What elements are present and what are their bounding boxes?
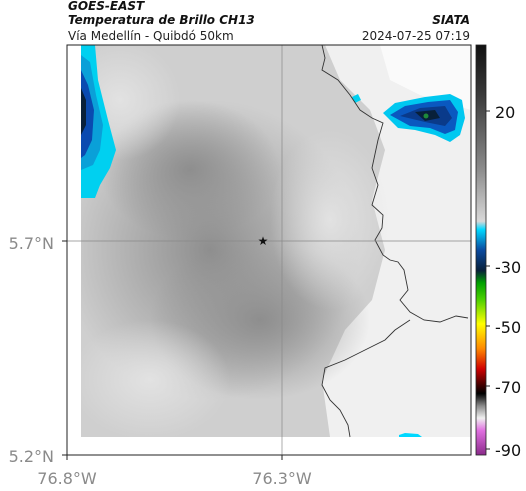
satellite-title: GOES-EAST: [68, 0, 145, 13]
lat-label-2: 5.2°N: [9, 447, 54, 466]
colorbar: 20 -30 -50 -70 -90: [475, 44, 521, 460]
colorbar-tick-minus50: -50: [495, 318, 521, 337]
colorbar-tick-minus30: -30: [495, 258, 521, 277]
lon-label-2: 76.3°W: [252, 469, 312, 488]
colorbar-tick-20: 20: [495, 103, 515, 122]
datetime-label: 2024-07-25 07:19: [361, 29, 470, 43]
product-title: Temperatura de Brillo CH13: [68, 13, 255, 27]
colorbar-tick-minus90: -90: [495, 441, 521, 460]
organization-label: SIATA: [432, 13, 470, 27]
boundary-line: [321, 44, 469, 438]
star-icon: ★: [258, 234, 269, 248]
route-subtitle: Vía Medellín - Quibdó 50km: [68, 29, 234, 43]
colorbar-tick-minus70: -70: [495, 378, 521, 397]
map-frame: [66, 44, 472, 456]
lon-label-1: 76.8°W: [37, 469, 97, 488]
lat-label-1: 5.7°N: [9, 234, 54, 253]
